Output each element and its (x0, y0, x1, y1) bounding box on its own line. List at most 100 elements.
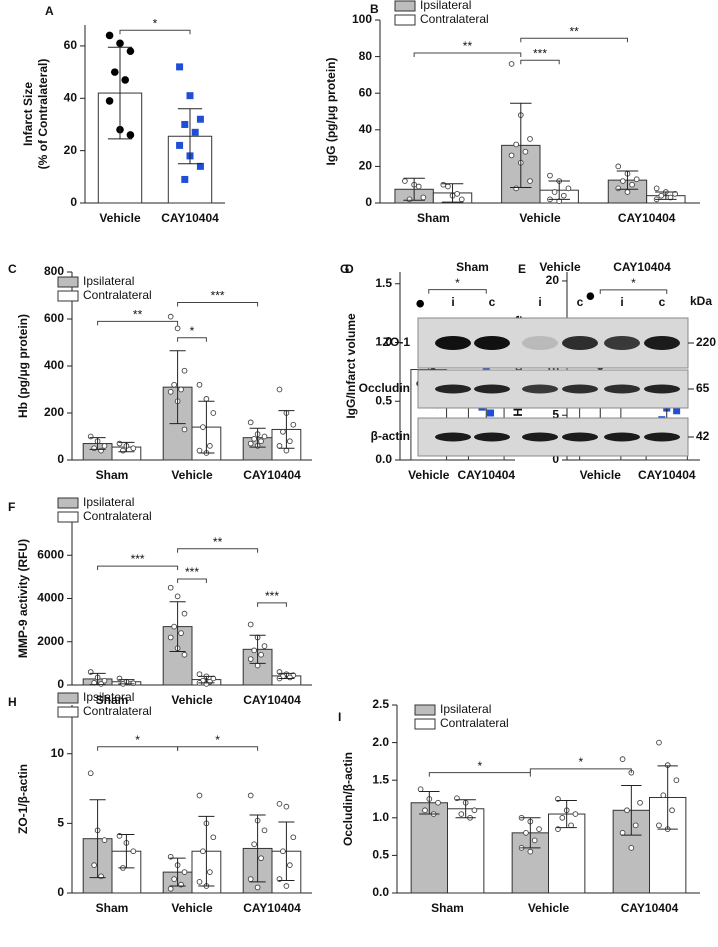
blot-band (435, 432, 471, 442)
data-point (624, 807, 630, 814)
data-point (181, 367, 188, 374)
legend-swatch (57, 497, 79, 509)
x-tick-label: Vehicle (171, 468, 213, 482)
data-point (181, 426, 188, 433)
data-point (435, 799, 441, 806)
significance-bracket (257, 602, 287, 607)
data-point (420, 194, 427, 201)
data-point (560, 192, 567, 199)
kda-label: 42 (696, 429, 710, 443)
x-tick-label: Vehicle (408, 468, 450, 482)
blot-band (474, 336, 510, 350)
legend-swatch (57, 290, 79, 302)
error-bar (177, 108, 203, 165)
blot-band (562, 384, 598, 394)
data-point (656, 822, 662, 829)
data-point (559, 814, 566, 821)
data-point (572, 811, 579, 817)
data-point (207, 869, 213, 875)
data-point (658, 192, 665, 199)
error-bar (169, 350, 186, 425)
data-point (619, 829, 626, 836)
significance-label: ** (133, 308, 143, 322)
data-point (673, 407, 681, 415)
error-bar (655, 191, 677, 200)
y-tick-label: 0 (552, 452, 559, 466)
data-point (261, 433, 268, 440)
data-point (458, 811, 465, 817)
blot-band (435, 384, 471, 394)
y-axis-label: Hb (pg/μg protein) (16, 314, 30, 418)
data-point (287, 438, 293, 445)
data-point (417, 786, 424, 793)
data-point (290, 421, 297, 428)
data-point (615, 163, 622, 170)
blot-group: Sham (456, 260, 489, 274)
y-axis-label: ZO-1/β-actin (16, 764, 30, 834)
legend-swatch (394, 0, 416, 12)
x-tick-label: CAY10404 (161, 211, 219, 225)
data-point (653, 185, 660, 192)
y-tick-label: 5 (552, 407, 559, 421)
x-tick-label: CAY10404 (638, 468, 696, 482)
data-point (568, 822, 574, 829)
y-tick-label: 20 (359, 159, 373, 173)
error-bar (118, 679, 135, 685)
significance-label: *** (533, 46, 547, 60)
data-point (87, 433, 94, 440)
data-point (406, 196, 413, 203)
data-point (669, 807, 675, 814)
kda-label: 65 (696, 381, 710, 395)
data-point (624, 189, 631, 195)
blot-group: CAY10404 (613, 260, 671, 274)
data-point (251, 647, 257, 654)
data-point (174, 325, 181, 332)
data-point (167, 634, 174, 641)
data-point (633, 176, 640, 183)
significance-label: ** (569, 24, 579, 38)
y-axis-label: (% of Contralateral) (36, 59, 50, 170)
data-point (247, 876, 254, 882)
x-tick-label: CAY10404 (243, 468, 301, 482)
error-bar (616, 170, 639, 190)
data-point (91, 862, 97, 868)
data-point (276, 801, 283, 807)
y-tick-label: 5 (57, 816, 64, 830)
y-tick-label: 0 (57, 677, 64, 691)
blot-band (644, 336, 680, 350)
y-tick-label: 0.0 (372, 885, 389, 899)
y-tick-label: 2.0 (372, 735, 389, 749)
x-tick-label: Sham (96, 901, 129, 915)
x-tick-label: CAY10404 (243, 901, 301, 915)
significance-label: * (631, 276, 636, 290)
data-point (101, 677, 108, 684)
data-point (196, 381, 203, 388)
significance-bracket (177, 302, 259, 307)
x-tick-label: CAY10404 (243, 693, 301, 707)
data-point (181, 120, 189, 128)
significance-label: * (153, 16, 158, 30)
data-point (186, 92, 194, 100)
blot-lane: c (489, 295, 496, 309)
y-tick-label: 20 (64, 143, 78, 157)
significance-label: *** (131, 552, 145, 566)
data-point (105, 97, 114, 105)
data-point (513, 141, 520, 148)
blot-band (562, 432, 598, 442)
data-point (454, 191, 460, 197)
data-point (283, 803, 290, 810)
significance-bracket (413, 52, 522, 57)
blot-band (522, 336, 558, 350)
data-point (523, 829, 529, 836)
data-point (527, 178, 533, 184)
x-tick-label: Sham (96, 693, 129, 707)
data-point (176, 141, 184, 149)
data-point (210, 410, 217, 416)
data-point (130, 848, 137, 855)
data-point (656, 739, 662, 746)
y-axis-label: IgG (pg/μg protein) (324, 58, 338, 166)
y-tick-label: 20 (546, 273, 560, 287)
data-point (440, 181, 447, 188)
data-point (251, 841, 257, 848)
blot-band (474, 384, 510, 394)
